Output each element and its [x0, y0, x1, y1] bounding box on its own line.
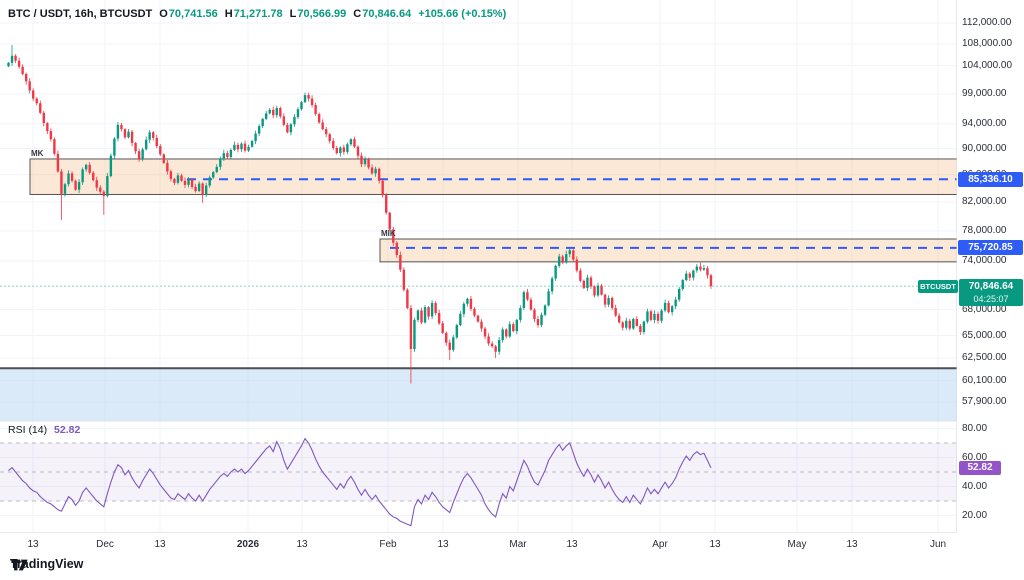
time-axis[interactable]: 13 Dec 13 2026 13 Feb 13 Mar 13 Apr 13 May 13 Jun — [0, 533, 1024, 556]
rsi-title: RSI — [8, 424, 26, 436]
price-axis-label: 78,000.00 — [962, 224, 1007, 236]
price-axis[interactable]: 112,000.00 108,000.00 104,000.00 99,000.00 9… — [957, 0, 1024, 533]
tradingview-logo-text: TradingView — [10, 557, 84, 571]
time-axis-label: 13 — [566, 539, 578, 550]
price-axis-label: 90,000.00 — [962, 142, 1007, 154]
time-axis-label: 13 — [154, 539, 166, 550]
price-axis-label: 57,900.00 — [962, 396, 1007, 407]
time-axis-label: Feb — [379, 539, 397, 550]
price-axis-label: 112,000.00 — [962, 17, 1012, 29]
candle-countdown: 04:25:07 — [973, 293, 1009, 304]
supply-zone-mik — [379, 238, 958, 263]
price-axis-label: 60,100.00 — [962, 374, 1007, 386]
time-axis-label: Dec — [96, 539, 114, 550]
tradingview-logo-icon — [11, 559, 28, 571]
symbol-title: BTC / USDT, 16h, BTCUSDT — [8, 8, 153, 20]
price-axis-label: 65,000.00 — [962, 329, 1007, 341]
support-zone-blue — [0, 367, 957, 421]
rsi-axis-label: 80.00 — [962, 422, 988, 434]
price-axis-label: 108,000.00 — [962, 37, 1013, 49]
price-axis-label: 94,000.00 — [962, 117, 1007, 129]
current-symbol-tag: BTCUSDT — [918, 280, 958, 293]
rsi-params: (14) — [28, 424, 48, 436]
price-axis-label: 99,000.00 — [962, 87, 1007, 99]
time-axis-label: 13 — [27, 539, 39, 550]
rsi-axis-label: 60.00 — [962, 451, 988, 463]
time-axis-label: May — [787, 539, 807, 550]
zone-label-mk: MK — [31, 148, 44, 158]
price-axis-label: 82,000.00 — [962, 196, 1007, 208]
symbol-header[interactable]: BTC / USDT, 16h, BTCUSDT O 70,741.56 H 71,… — [8, 8, 506, 20]
ohlc-low: L 70,566.99 — [289, 8, 347, 20]
rsi-value: 52.82 — [54, 424, 81, 436]
price-change: +105.66 (+0.15%) — [418, 8, 507, 20]
rsi-axis-label: 20.00 — [962, 509, 988, 521]
rsi-value-badge: 52.82 — [959, 460, 1001, 475]
time-axis-label: 13 — [296, 539, 308, 550]
time-axis-label: 13 — [437, 539, 449, 550]
price-axis-label: 68,000.00 — [962, 303, 1007, 315]
current-price-value: 70,846.64 — [968, 280, 1014, 292]
level-price-badge-85336: 85,336.10 — [958, 171, 1023, 187]
price-axis-label: 74,000.00 — [962, 255, 1007, 267]
time-axis-label: Jun — [929, 539, 947, 550]
candles-layer — [7, 45, 713, 384]
ohlc-close: C 70,846.64 — [353, 8, 412, 20]
level-price-badge-75720: 75,720.85 — [958, 240, 1023, 256]
rsi-line[interactable] — [8, 437, 712, 527]
ohlc-high: H 71,271.78 — [224, 8, 283, 20]
rsi-indicator-header[interactable]: RSI (14) 52.82 — [8, 424, 80, 436]
ohlc-open: O 70,741.56 — [159, 8, 218, 20]
time-axis-label: Mar — [509, 539, 527, 550]
price-axis-label: 104,000.00 — [962, 59, 1013, 71]
time-axis-label: 13 — [709, 539, 721, 550]
price-axis-label: 62,500.00 — [962, 352, 1007, 364]
tradingview-watermark[interactable]: TradingView — [10, 557, 83, 571]
time-axis-label: 13 — [846, 539, 858, 550]
rsi-axis-label: 40.00 — [962, 480, 988, 492]
supply-zone-mk — [29, 158, 958, 195]
rsi-pane — [0, 437, 957, 527]
time-axis-label: Apr — [652, 539, 668, 550]
current-price-badge: 70,846.64 04:25:07 — [959, 279, 1023, 306]
zone-label-mik: MIK — [381, 229, 396, 238]
time-axis-label: 2026 — [236, 539, 260, 550]
